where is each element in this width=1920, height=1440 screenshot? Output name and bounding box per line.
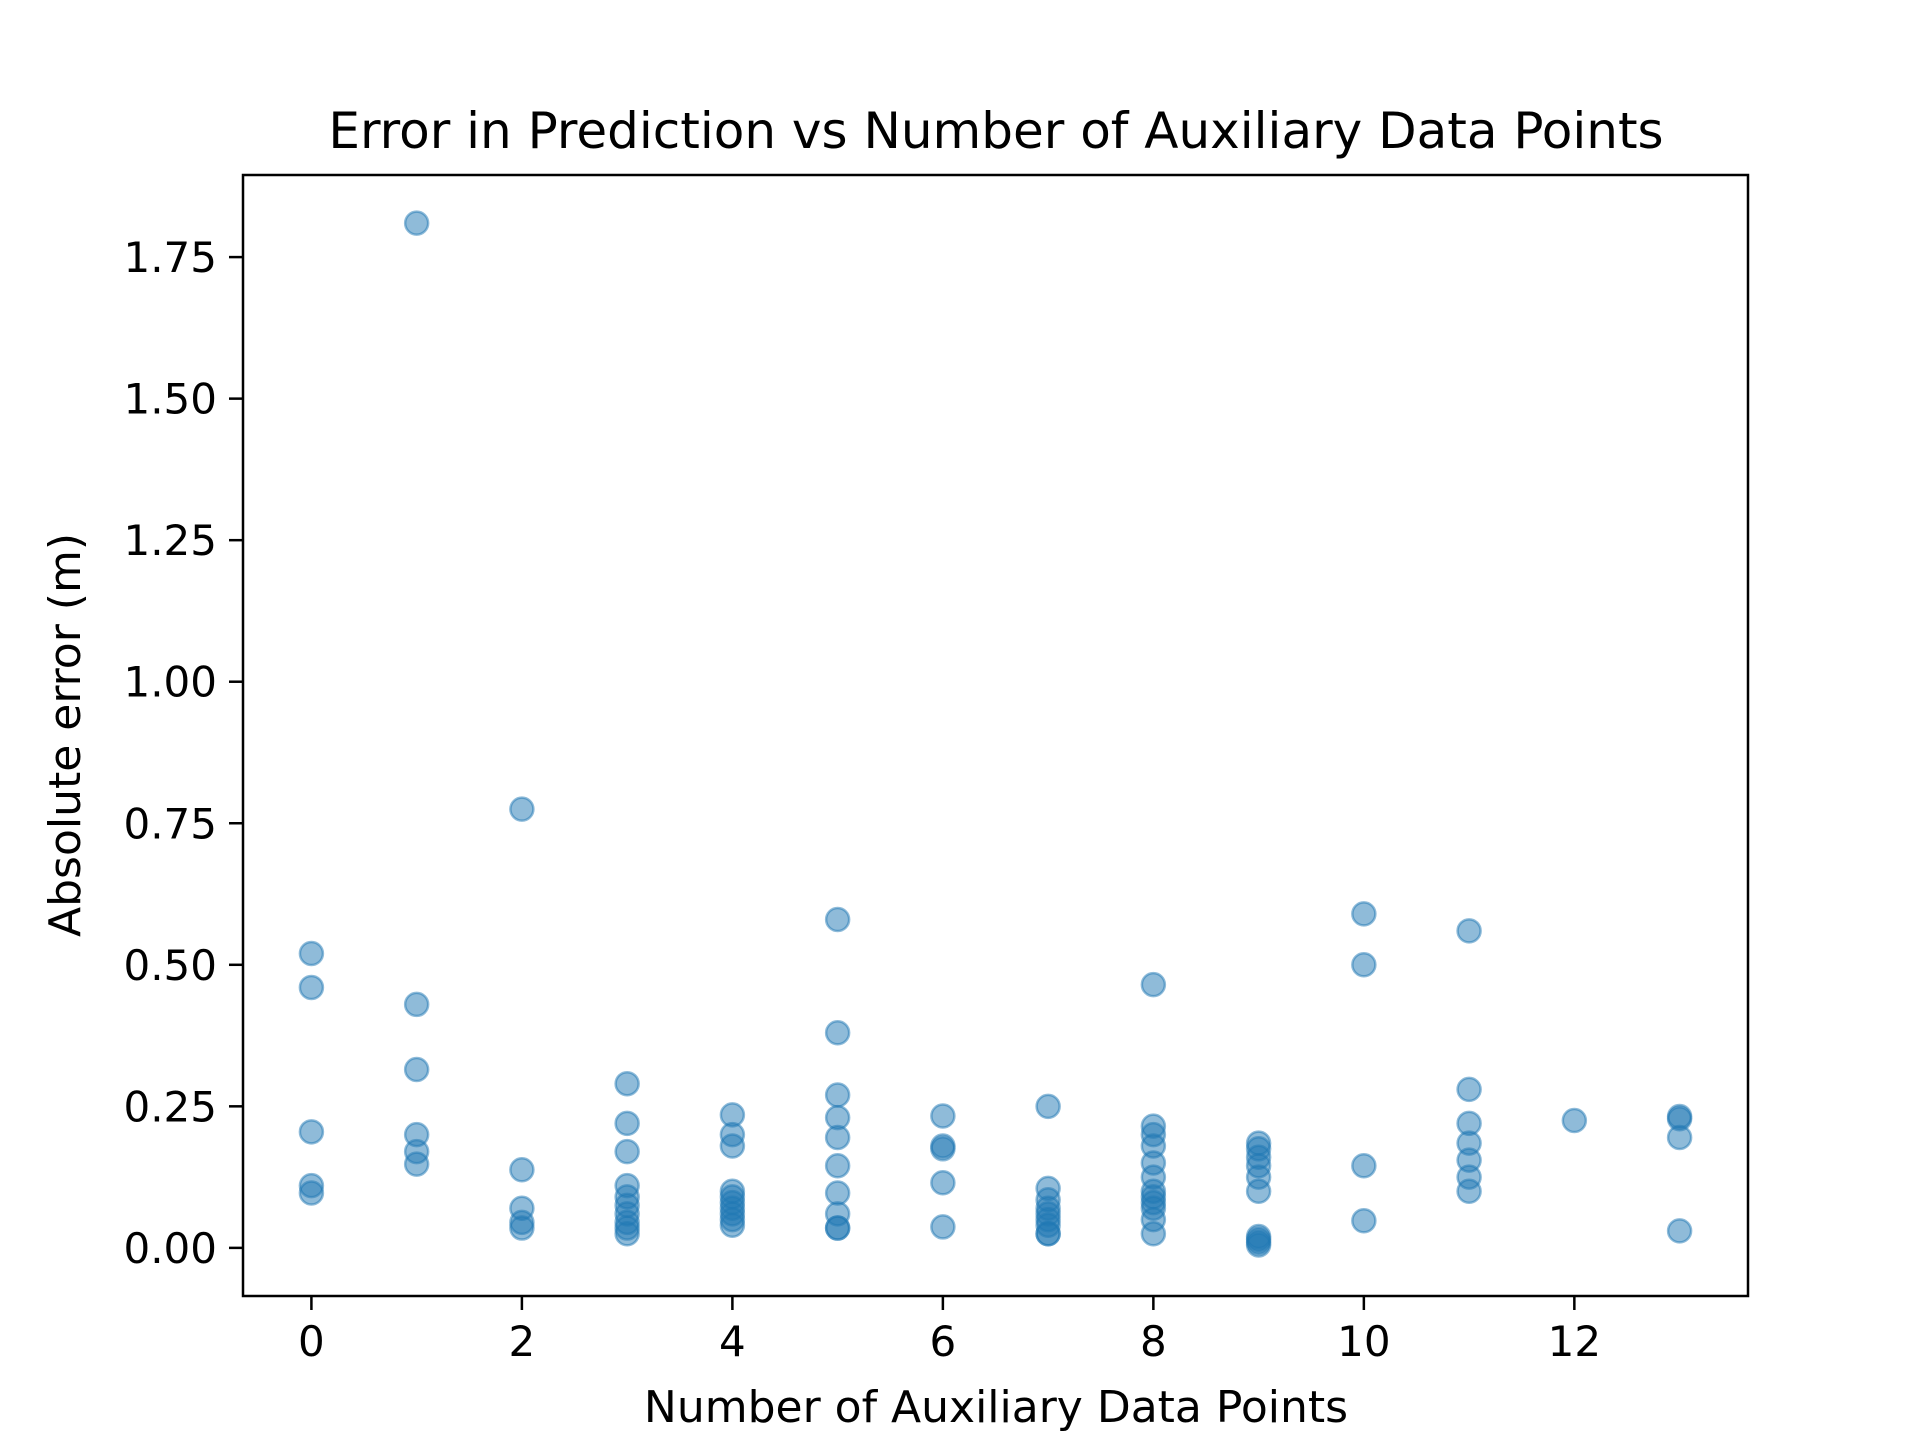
data-point — [614, 1138, 640, 1165]
x-tick-label: 8 — [1140, 1317, 1167, 1366]
y-tick-label: 0.50 — [123, 941, 217, 990]
data-point — [824, 1082, 851, 1108]
x-tick-label: 4 — [719, 1317, 746, 1366]
data-point — [1351, 952, 1377, 978]
x-tick-label: 10 — [1337, 1317, 1390, 1366]
data-point — [298, 1119, 325, 1145]
data-point — [824, 1124, 851, 1151]
data-point — [509, 1156, 535, 1183]
data-point — [403, 210, 430, 236]
x-tick-label: 12 — [1548, 1317, 1601, 1366]
data-point — [1666, 1218, 1693, 1244]
data-point — [298, 974, 325, 1001]
data-point — [298, 940, 325, 967]
data-point — [614, 1070, 640, 1097]
y-axis-label: Absolute error (m) — [40, 533, 91, 937]
y-tick-label: 1.75 — [123, 233, 217, 282]
data-point — [824, 1180, 851, 1206]
y-axis-ticks: 0.00 0.25 0.50 0.75 1.00 1.25 1.50 1.75 — [123, 233, 243, 1273]
x-axis-ticks: 0 2 4 6 8 10 12 — [298, 1296, 1601, 1366]
x-tick-label: 0 — [298, 1317, 325, 1366]
data-point — [298, 1180, 325, 1206]
data-point — [1035, 1220, 1061, 1247]
data-point — [403, 1151, 430, 1177]
y-tick-label: 1.50 — [123, 375, 217, 424]
data-point — [824, 1215, 851, 1241]
data-point — [403, 991, 430, 1018]
data-point — [1245, 1178, 1272, 1205]
y-tick-label: 1.25 — [123, 516, 217, 565]
data-points — [298, 210, 1693, 1258]
data-point — [930, 1103, 956, 1129]
data-point — [824, 1019, 851, 1046]
data-point — [1351, 1207, 1377, 1234]
data-point — [824, 1153, 851, 1179]
data-point — [614, 1220, 640, 1247]
data-point — [1456, 1178, 1482, 1205]
data-point — [930, 1214, 956, 1240]
data-point — [1035, 1093, 1061, 1120]
y-tick-label: 1.00 — [123, 658, 217, 707]
x-tick-label: 6 — [930, 1317, 957, 1366]
data-point — [509, 1215, 535, 1241]
data-point — [403, 1056, 430, 1083]
x-axis-label: Number of Auxiliary Data Points — [644, 1382, 1348, 1433]
data-point — [1245, 1232, 1272, 1258]
data-point — [719, 1133, 746, 1159]
data-point — [1456, 1076, 1482, 1103]
data-point — [1351, 1153, 1377, 1179]
chart-title: Error in Prediction vs Number of Auxilia… — [328, 102, 1663, 160]
data-point — [1666, 1124, 1693, 1151]
data-point — [1140, 1220, 1167, 1247]
data-point — [1456, 918, 1482, 944]
plot-frame — [241, 173, 1750, 1298]
data-point — [1561, 1107, 1588, 1134]
data-point — [1140, 971, 1167, 998]
data-point — [1351, 901, 1377, 927]
y-tick-label: 0.25 — [123, 1082, 217, 1131]
data-point — [930, 1136, 956, 1162]
data-point — [614, 1110, 640, 1137]
y-tick-label: 0.00 — [123, 1224, 217, 1273]
data-point — [824, 906, 851, 933]
y-tick-label: 0.75 — [123, 799, 217, 848]
data-point — [509, 796, 535, 822]
x-tick-label: 2 — [509, 1317, 536, 1366]
data-point — [719, 1212, 746, 1238]
data-point — [930, 1170, 956, 1196]
